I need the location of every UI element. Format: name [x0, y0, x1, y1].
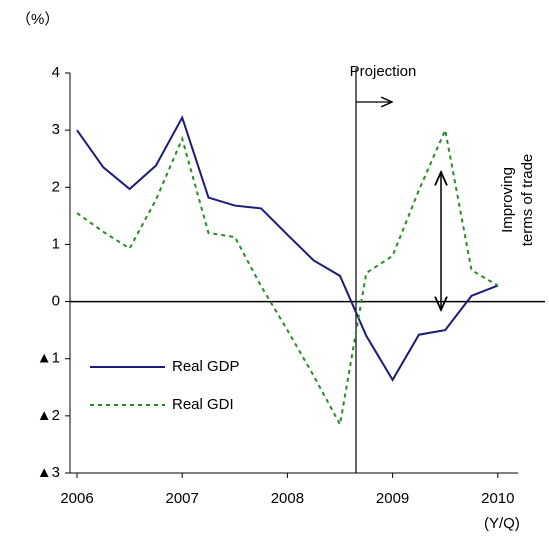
x-tick-label: 2009 — [376, 490, 409, 507]
y-tick-label: ▲3 — [37, 464, 60, 481]
y-tick-label: 3 — [52, 121, 60, 138]
x-tick-label: 2008 — [271, 490, 304, 507]
x-tick-label: 2007 — [166, 490, 199, 507]
x-unit: (Y/Q) — [484, 515, 520, 532]
y-tick-label: 0 — [52, 293, 60, 310]
y-tick-label: 1 — [52, 235, 60, 252]
terms-label: terms of trade — [519, 154, 536, 247]
y-tick-label: 4 — [52, 64, 60, 81]
projection-label: Projection — [350, 63, 417, 80]
y-tick-label: ▲2 — [37, 407, 60, 424]
terms-label: Improving — [499, 167, 516, 233]
x-tick-label: 2010 — [481, 490, 514, 507]
series-line — [76, 126, 499, 428]
series-line — [76, 115, 499, 382]
y-tick-label: 2 — [52, 178, 60, 195]
y-tick-label: ▲1 — [37, 350, 60, 367]
y-unit: （%） — [16, 11, 59, 28]
legend-label: Real GDI — [172, 396, 234, 413]
x-tick-label: 2006 — [60, 490, 93, 507]
legend-label: Real GDP — [172, 358, 240, 375]
